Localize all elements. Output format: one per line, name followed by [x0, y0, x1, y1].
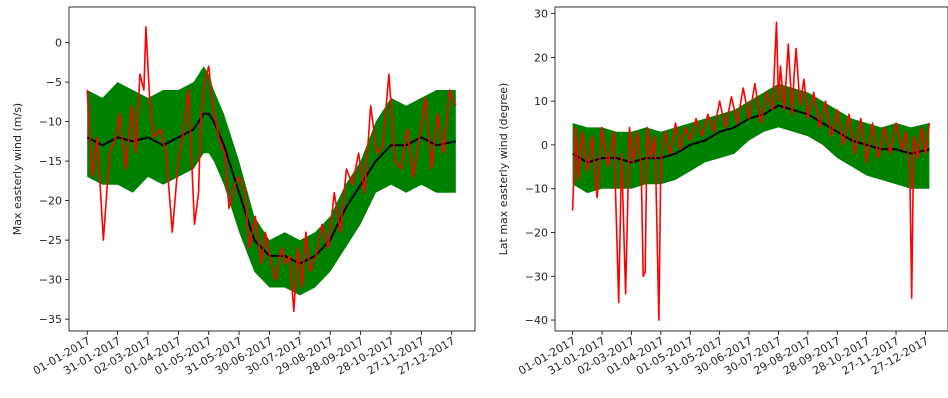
mean-line [86, 112, 457, 265]
y-tick-label: −10 [525, 183, 548, 196]
plot-area [86, 25, 457, 313]
axes-frame [68, 6, 476, 332]
y-tick-label: −25 [39, 234, 62, 247]
chart-lat-max-easterly-wind: 3020100−10−20−30−4001-01-201731-01-20170… [497, 6, 948, 378]
y-tick-label: −35 [39, 313, 62, 326]
y-tick-label: 30 [534, 8, 548, 21]
y-tick-label: 10 [534, 95, 548, 108]
y-axis-label: Max easterly wind (m/s) [11, 103, 24, 235]
ensemble-range-band [87, 66, 456, 296]
y-tick-label: 0 [55, 37, 62, 50]
y-tick-label: −15 [39, 155, 62, 168]
observed-line [86, 25, 457, 313]
y-tick-label: −40 [525, 314, 548, 327]
y-tick-label: −5 [46, 76, 62, 89]
axes-frame [554, 6, 948, 332]
y-tick-label: −30 [39, 274, 62, 287]
plot-area [571, 21, 931, 321]
ensemble-range-band [572, 83, 930, 194]
y-tick-label: −20 [39, 195, 62, 208]
chart-max-easterly-wind: 0−5−10−15−20−25−30−3501-01-201731-01-201… [11, 6, 476, 378]
observed-line [571, 21, 931, 321]
y-axis-label: Lat max easterly wind (degree) [497, 83, 510, 256]
y-tick-label: 0 [541, 139, 548, 152]
y-tick-label: −20 [525, 226, 548, 239]
y-tick-label: −10 [39, 116, 62, 129]
y-tick-label: −30 [525, 270, 548, 283]
y-tick-label: 20 [534, 51, 548, 64]
